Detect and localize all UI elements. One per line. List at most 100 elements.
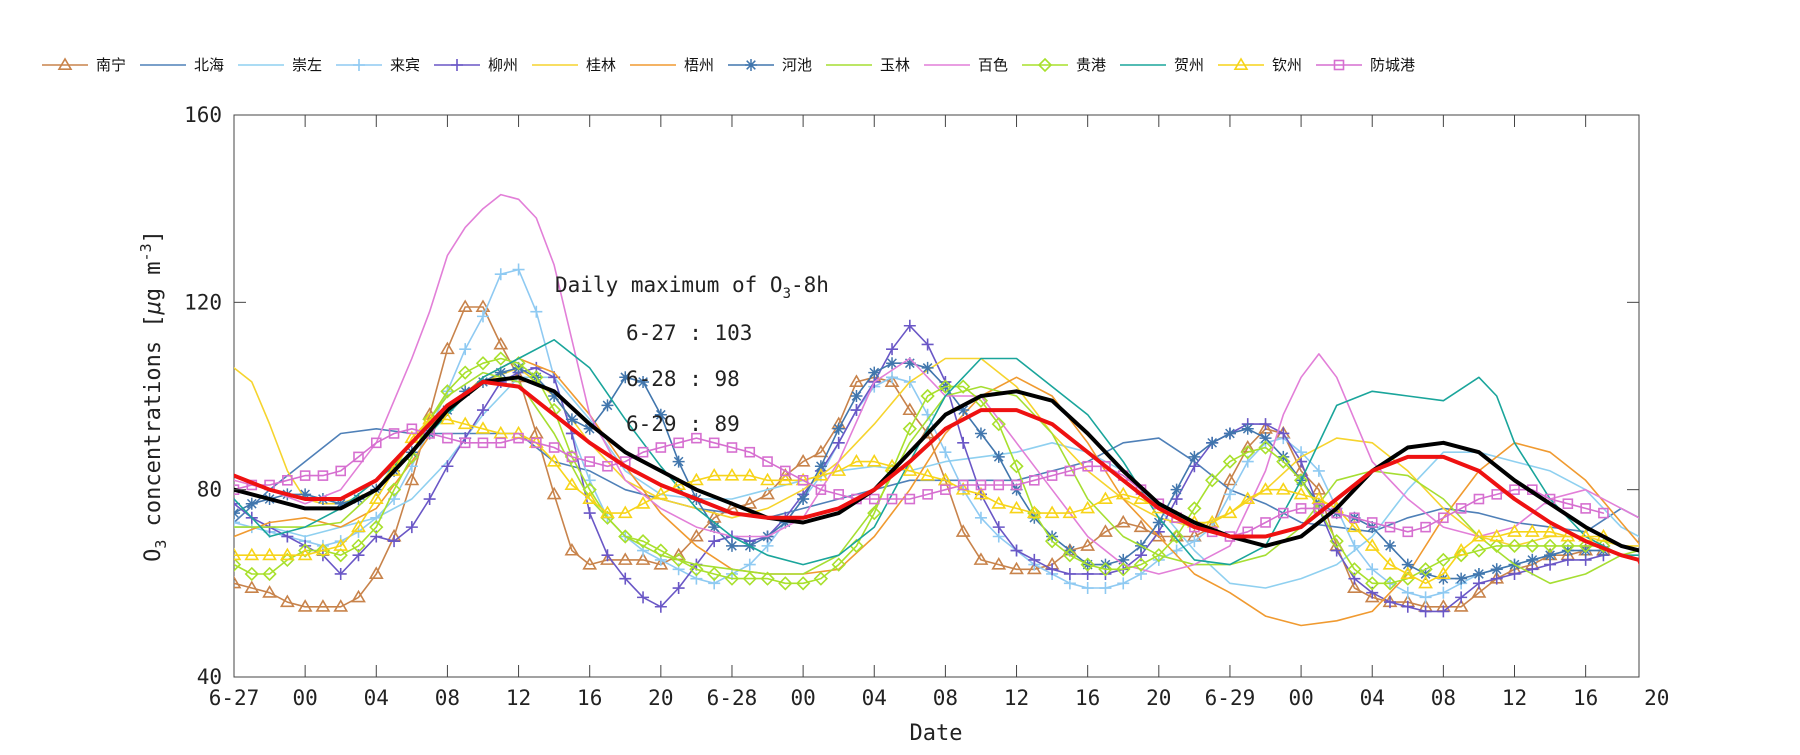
marker-triangle-南宁 (1364, 589, 1380, 603)
legend-label-贺州: 贺州 (1174, 56, 1204, 74)
marker-plus-来宾 (476, 310, 489, 323)
marker-square-防城港 (1100, 460, 1111, 472)
marker-triangle-钦州 (902, 463, 918, 476)
marker-square-防城港 (513, 432, 524, 444)
marker-diamond-贵港 (1542, 538, 1558, 553)
marker-plus-柳州 (1063, 567, 1076, 580)
marker-diamond-贵港 (1187, 501, 1202, 516)
marker-square-防城港 (1473, 493, 1485, 505)
marker-star-河池 (903, 357, 916, 370)
marker-triangle-南宁 (617, 552, 633, 565)
marker-star-河池 (1188, 450, 1201, 463)
marker-square-防城港 (1046, 470, 1058, 481)
marker-triangle-钦州 (1222, 505, 1238, 519)
marker-square-防城港 (1598, 507, 1609, 519)
marker-square-防城港 (708, 437, 720, 449)
marker-square-防城港 (406, 423, 418, 435)
marker-triangle-钦州 (279, 547, 295, 561)
marker-diamond-贵港 (1507, 538, 1522, 553)
marker-triangle-钦州 (333, 538, 349, 551)
marker-triangle-南宁 (973, 552, 989, 565)
series-line-崇左-2 (234, 376, 1639, 589)
marker-triangle-钦州 (440, 411, 455, 425)
legend-item-梧州: 梧州 (630, 56, 714, 74)
marker-triangle-钦州 (351, 519, 366, 533)
marker-plus-来宾 (530, 305, 543, 318)
marker-star-河池 (512, 361, 525, 374)
legend-label-防城港: 防城港 (1370, 56, 1415, 74)
marker-square-防城港 (477, 437, 489, 449)
marker-plus-来宾 (1188, 535, 1201, 548)
marker-square-防城港 (797, 474, 809, 486)
series-百色-9 (234, 193, 1639, 575)
marker-triangle-南宁 (279, 594, 295, 608)
marker-square-防城港 (780, 465, 791, 477)
marker-square-防城港 (1455, 503, 1467, 514)
marker-triangle-钦州 (813, 468, 829, 481)
marker-plus-来宾 (234, 516, 240, 529)
legend-item-来宾: 来宾 (336, 56, 420, 74)
marker-triangle-南宁 (440, 341, 455, 355)
marker-diamond-贵港 (1418, 562, 1433, 577)
marker-plus-来宾 (939, 446, 952, 459)
marker-triangle-南宁 (1453, 599, 1469, 612)
marker-square-防城港 (442, 432, 453, 444)
marker-diamond-贵港 (582, 482, 597, 497)
marker-square-防城港 (940, 484, 951, 495)
annotation-title: Daily maximum of O3-8h (555, 273, 829, 302)
marker-plus-柳州 (388, 535, 401, 548)
marker-square-防城港 (353, 451, 364, 463)
legend-item-桂林: 桂林 (532, 56, 616, 74)
marker-triangle-南宁 (884, 374, 900, 387)
y-tick-label-120: 120 (184, 290, 222, 314)
marker-triangle-钦州 (849, 453, 864, 467)
marker-star-河池 (868, 366, 881, 379)
legend-item-崇左: 崇左 (238, 56, 322, 74)
x-tick-label-7: 6-28 (707, 686, 758, 710)
marker-star-河池 (654, 408, 667, 421)
marker-plus-柳州 (1010, 544, 1023, 557)
marker-star-河池 (1544, 549, 1557, 562)
x-tick-label-3: 08 (435, 686, 460, 710)
marker-star-河池 (1206, 436, 1219, 449)
marker-square-防城港 (370, 437, 382, 449)
x-tick-label-2: 04 (364, 686, 389, 710)
marker-diamond-贵港 (1062, 548, 1078, 563)
marker-diamond-贵港 (262, 566, 277, 582)
marker-triangle-南宁 (333, 599, 349, 612)
marker-plus-柳州 (957, 436, 970, 449)
legend-label-贵港: 贵港 (1076, 56, 1106, 74)
marker-plus-柳州 (601, 549, 614, 562)
marker-star-河池 (1152, 516, 1165, 529)
marker-triangle-南宁 (315, 599, 331, 612)
marker-triangle-钦州 (1435, 566, 1451, 579)
x-tick-label-14: 6-29 (1205, 686, 1256, 710)
marker-plus-柳州 (654, 600, 667, 613)
annotation-title-sub: 3 (783, 286, 791, 302)
marker-plus-柳州 (672, 582, 685, 595)
marker-plus-来宾 (1401, 586, 1414, 599)
series-line-unnamed-15 (234, 379, 1639, 566)
marker-triangle-钦州 (991, 496, 1007, 509)
marker-plus-柳州 (992, 521, 1005, 534)
marker-triangle-钦州 (1240, 491, 1256, 505)
marker-star-河池 (583, 422, 596, 435)
marker-triangle-钦州 (1080, 500, 1096, 514)
marker-star-河池 (708, 521, 721, 534)
marker-square-防城港 (1278, 507, 1289, 519)
marker-star-河池 (334, 497, 347, 510)
marker-triangle-钦州 (1098, 491, 1113, 505)
y-label-unit: g m (141, 261, 166, 301)
marker-triangle-南宁 (57, 57, 73, 70)
marker-diamond-贵港 (493, 351, 508, 366)
marker-diamond-贵港 (813, 571, 829, 586)
marker-star-河池 (1223, 427, 1236, 440)
annotation-line-6-28: 6-28 : 98 (626, 367, 740, 391)
marker-square-防城港 (1260, 517, 1271, 528)
marker-plus-来宾 (886, 371, 899, 384)
marker-plus-柳州 (451, 59, 463, 71)
marker-star-河池 (1455, 572, 1468, 585)
marker-plus-柳州 (334, 567, 347, 580)
marker-triangle-南宁 (760, 486, 775, 500)
marker-plus-来宾 (1419, 591, 1432, 604)
